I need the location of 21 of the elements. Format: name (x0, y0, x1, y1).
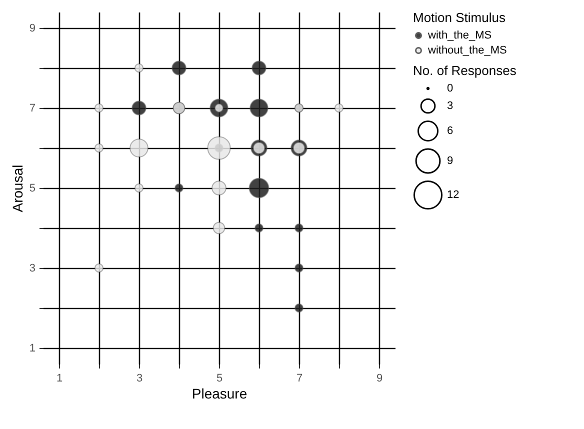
x-axis-title: Pleasure (192, 386, 248, 402)
legend-label: 0 (447, 82, 454, 94)
legend-label: 12 (447, 189, 460, 201)
y-axis-title: Arousal (9, 164, 26, 212)
y-tick-label: 7 (29, 102, 36, 114)
text: No. of Responses (413, 63, 517, 78)
legend-label: 3 (447, 100, 454, 112)
y-tick-label: 3 (29, 262, 36, 274)
legend-label: 9 (447, 155, 454, 167)
legend-label: with_the_MS (427, 30, 492, 42)
x-tick-label: 5 (216, 372, 223, 384)
legend-label: 6 (447, 125, 454, 137)
legend-label: without_the_MS (427, 44, 507, 56)
y-tick-label: 1 (29, 342, 36, 354)
x-tick-label: 7 (296, 372, 303, 384)
x-tick-label: 3 (136, 372, 143, 384)
y-tick-label: 5 (29, 182, 36, 194)
x-tick-label: 1 (56, 372, 63, 384)
legend-title: Motion Stimulus (413, 10, 506, 25)
y-tick-label: 9 (29, 22, 36, 34)
x-tick-label: 9 (376, 372, 383, 384)
